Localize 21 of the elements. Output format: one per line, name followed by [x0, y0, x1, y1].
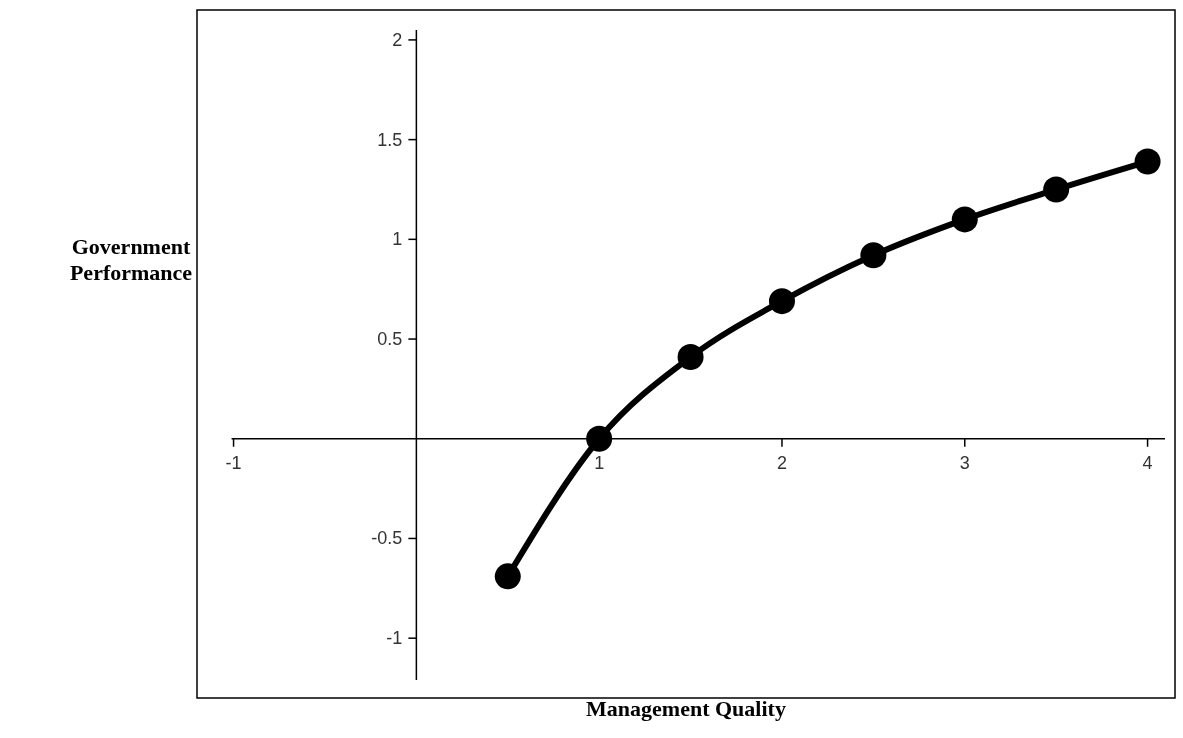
point [586, 425, 613, 452]
y-tick-label: 2 [392, 29, 403, 50]
point [951, 206, 978, 233]
y-tick-label: -1 [386, 628, 403, 649]
x-tick-label: 3 [959, 452, 970, 473]
y-tick-label: 1.5 [377, 129, 403, 150]
y-tick-label: 0.5 [377, 329, 403, 350]
point [1043, 176, 1070, 203]
x-tick-label: 1 [594, 452, 605, 473]
x-tick-label: -1 [225, 452, 242, 473]
x-tick-label: 4 [1142, 452, 1153, 473]
x-axis-title: Management Quality [585, 696, 787, 722]
y-tick-label: 1 [392, 229, 403, 250]
point [860, 242, 887, 269]
point [768, 288, 795, 315]
point [677, 343, 704, 370]
x-tick-label: 2 [776, 452, 787, 473]
y-tick-label: -0.5 [371, 528, 403, 549]
point [1134, 148, 1161, 175]
point [494, 563, 521, 590]
y-axis-title: Government Performance [68, 233, 194, 286]
